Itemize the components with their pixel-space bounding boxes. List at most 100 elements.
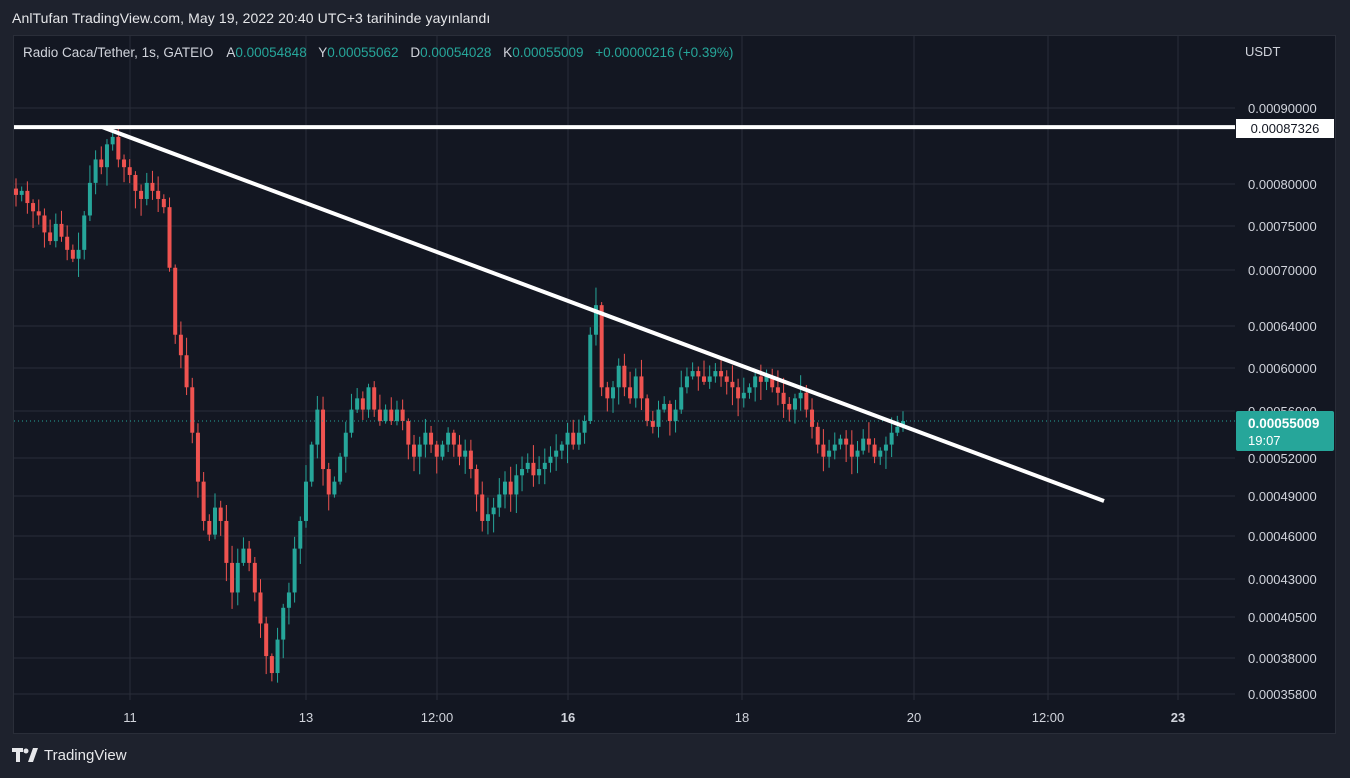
candle-body xyxy=(53,223,58,242)
candle-body xyxy=(423,432,428,445)
candle-body xyxy=(781,392,786,404)
trendline-drawing[interactable] xyxy=(102,125,1105,503)
candle-body xyxy=(838,438,843,445)
candle-body xyxy=(502,481,507,495)
candle-body xyxy=(42,215,47,233)
time-tick-label: 23 xyxy=(1171,710,1185,725)
candle-body xyxy=(531,462,536,476)
candle-body xyxy=(161,198,166,208)
candle-body xyxy=(292,548,297,593)
time-tick-label: 12:00 xyxy=(421,710,454,725)
candle-body xyxy=(883,444,888,451)
candle-body xyxy=(582,421,587,433)
candle-body xyxy=(213,507,218,535)
chart-legend: Radio Caca/Tether, 1s, GATEIO A0.0005484… xyxy=(23,45,733,60)
candle-body xyxy=(355,398,360,410)
footer-brand[interactable]: TradingView xyxy=(12,746,127,764)
time-tick-label: 13 xyxy=(299,710,313,725)
candle-body xyxy=(889,432,894,445)
price-tick-label: 0.00075000 xyxy=(1248,219,1317,234)
candle-body xyxy=(264,623,269,657)
candle-body xyxy=(690,371,695,377)
open-key: A xyxy=(226,45,236,60)
candle-body xyxy=(736,387,741,399)
candle-body xyxy=(832,444,837,451)
candle-body xyxy=(315,409,320,445)
time-tick-label: 20 xyxy=(907,710,921,725)
brand-name: TradingView xyxy=(44,746,127,764)
candle-body xyxy=(48,232,53,242)
time-tick-label: 11 xyxy=(123,710,137,725)
close-value: 0.00055009 xyxy=(512,45,584,60)
candle-body xyxy=(156,190,161,199)
candle-body xyxy=(457,444,462,457)
svg-text:0.00055009: 0.00055009 xyxy=(1248,416,1319,431)
candle-body xyxy=(167,207,172,268)
candle-body xyxy=(144,182,149,199)
candle-body xyxy=(406,421,411,445)
time-tick-label: 12:00 xyxy=(1032,710,1065,725)
candle-body xyxy=(554,450,559,457)
candle-body xyxy=(872,444,877,457)
candle-body xyxy=(599,305,604,388)
svg-text:19:07: 19:07 xyxy=(1248,433,1281,448)
candle-body xyxy=(593,305,598,335)
candle-body xyxy=(571,432,576,445)
candle-body xyxy=(133,174,138,191)
candle-body xyxy=(565,432,570,445)
candle-body xyxy=(14,188,18,195)
candle-body xyxy=(383,409,388,422)
candle-body xyxy=(99,159,104,168)
candle-body xyxy=(440,444,445,457)
candle-body xyxy=(412,444,417,457)
candle-body xyxy=(798,392,803,399)
candle-body xyxy=(343,432,348,457)
candle-body xyxy=(844,438,849,445)
candle-body xyxy=(110,136,115,145)
horizontal-line-price-label: 0.00087326 xyxy=(1236,119,1334,138)
candle-body xyxy=(508,481,513,495)
candle-body xyxy=(429,432,434,445)
price-tick-label: 0.00070000 xyxy=(1248,263,1317,278)
currency-label: USDT xyxy=(1245,44,1280,59)
candle-body xyxy=(548,456,553,463)
tradingview-logo-icon xyxy=(12,748,38,762)
price-tick-label: 0.00040500 xyxy=(1248,610,1317,625)
close-key: K xyxy=(503,45,513,60)
open-value: 0.00054848 xyxy=(235,45,307,60)
candle-body xyxy=(252,562,257,593)
candle-body xyxy=(559,444,564,451)
candle-body xyxy=(394,409,399,422)
candle-body xyxy=(59,223,64,237)
candle-body xyxy=(417,444,422,457)
candle-body xyxy=(76,249,81,259)
candle-body xyxy=(93,159,98,183)
price-tick-label: 0.00080000 xyxy=(1248,177,1317,192)
candle-body xyxy=(645,398,650,422)
candle-body xyxy=(201,481,206,521)
candle-body xyxy=(65,236,70,250)
candle-body xyxy=(480,494,485,521)
candle-body xyxy=(684,376,689,388)
price-tick-label: 0.00090000 xyxy=(1248,101,1317,116)
candle-body xyxy=(861,438,866,451)
candle-body xyxy=(605,387,610,399)
candle-body xyxy=(616,365,621,388)
candle-body xyxy=(878,450,883,457)
candle-body xyxy=(849,444,854,457)
price-tick-label: 0.00049000 xyxy=(1248,489,1317,504)
svg-text:0.00087326: 0.00087326 xyxy=(1251,121,1320,136)
time-tick-label: 16 xyxy=(561,710,575,725)
candle-body xyxy=(576,432,581,445)
candle-body xyxy=(810,409,815,427)
candle-body xyxy=(286,592,291,608)
candle-body xyxy=(611,387,616,399)
candle-body xyxy=(87,182,92,216)
candle-body xyxy=(190,387,195,433)
candle-body xyxy=(542,462,547,470)
candle-body xyxy=(855,450,860,457)
candle-body xyxy=(139,190,144,199)
candle-body xyxy=(622,365,627,388)
candle-body xyxy=(281,607,286,640)
